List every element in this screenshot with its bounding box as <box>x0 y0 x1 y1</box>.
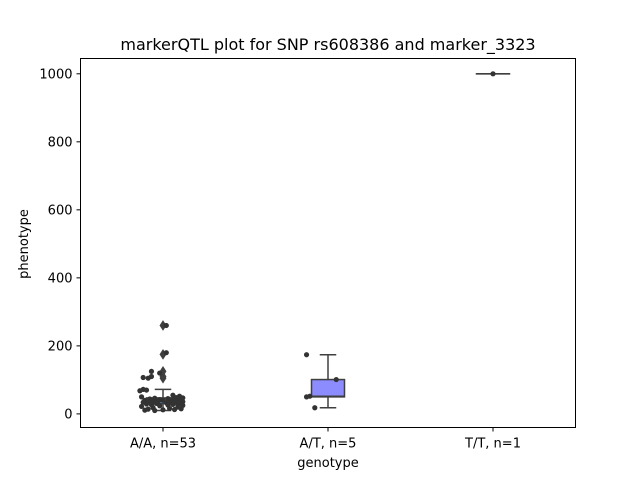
x-tick-label: A/A, n=53 <box>130 437 196 452</box>
data-point <box>170 401 176 407</box>
x-tick-label: A/T, n=5 <box>300 437 357 452</box>
plot-frame <box>80 58 576 428</box>
outlier-marker <box>159 365 167 377</box>
data-point <box>303 394 310 400</box>
data-point <box>137 388 143 394</box>
data-point <box>333 376 339 383</box>
data-point <box>178 406 184 412</box>
data-point <box>145 375 151 381</box>
data-point <box>143 401 150 407</box>
y-tick-label: 600 <box>48 203 73 218</box>
data-point <box>148 368 155 374</box>
y-axis-label: phenotype <box>17 209 32 279</box>
data-point <box>140 374 146 381</box>
data-point <box>163 322 169 329</box>
x-tick-label: T/T, n=1 <box>464 437 521 452</box>
data-point <box>163 350 169 356</box>
data-point <box>138 403 145 410</box>
y-tick-label: 200 <box>48 339 73 354</box>
y-tick-label: 1000 <box>39 67 72 82</box>
chart-title: markerQTL plot for SNP rs608386 and mark… <box>120 35 535 55</box>
data-point <box>171 406 178 413</box>
x-axis-label: genotype <box>297 456 358 471</box>
y-tick-label: 800 <box>48 135 73 150</box>
data-point <box>303 352 310 358</box>
data-point <box>312 405 318 411</box>
data-point <box>152 407 158 414</box>
data-point <box>138 394 145 400</box>
data-point <box>157 403 163 409</box>
data-point <box>160 407 166 413</box>
data-point <box>167 405 173 412</box>
data-point <box>142 407 148 413</box>
data-point <box>157 370 163 376</box>
plot-area: 0 200 400 600 800 1000 A/A, n=53 A/T, n=5 T/T, n… <box>39 67 521 451</box>
y-tick-label: 0 <box>64 407 72 422</box>
data-point <box>143 387 150 393</box>
box <box>310 378 346 398</box>
data-point <box>490 71 496 77</box>
y-tick-label: 400 <box>48 271 73 286</box>
